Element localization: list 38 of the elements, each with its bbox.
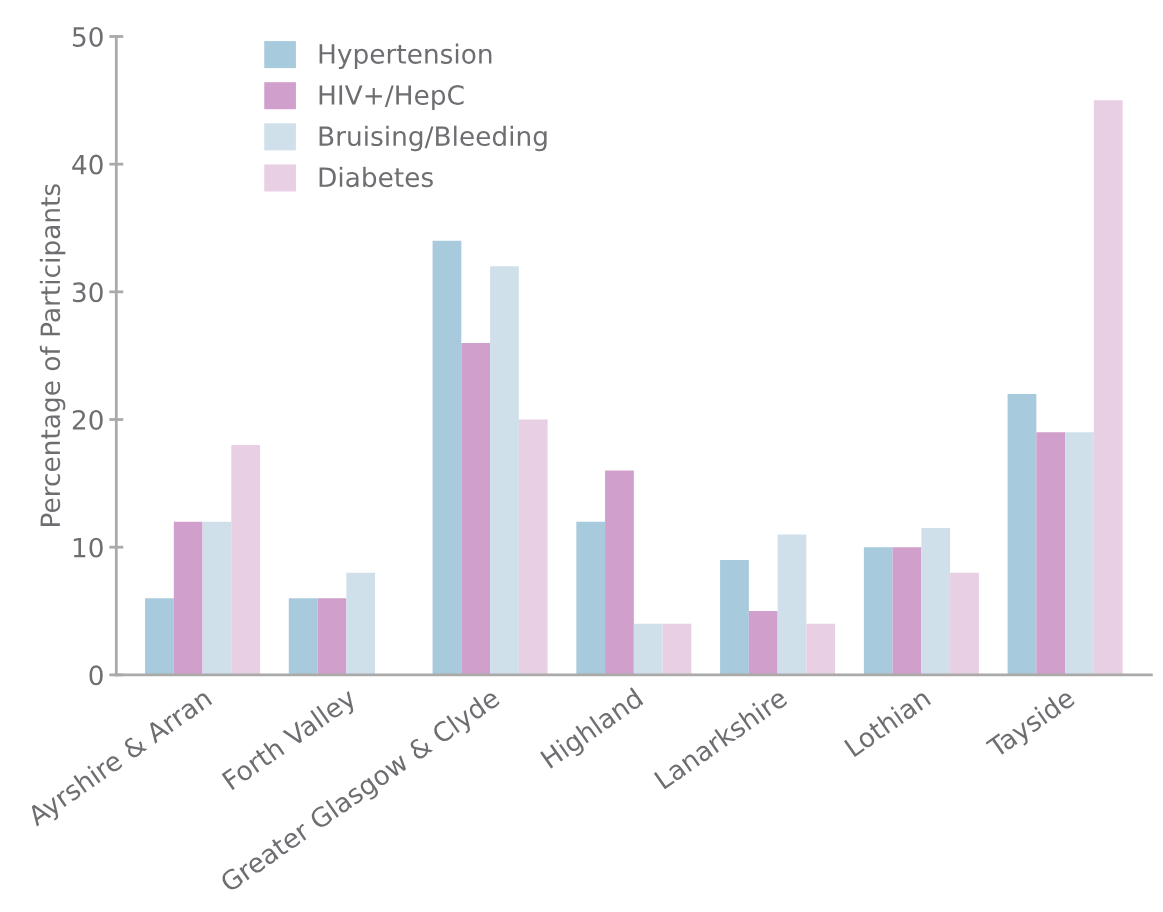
- bar: [950, 572, 979, 675]
- bar: [633, 623, 663, 675]
- bar: [202, 521, 232, 675]
- legend-label: Bruising/Bleeding: [319, 125, 547, 152]
- y-tick-label: 50: [72, 26, 103, 47]
- bar: [432, 240, 462, 675]
- bar: [317, 598, 347, 675]
- y-tick-label: 30: [72, 282, 103, 303]
- bar: [288, 598, 318, 675]
- bar: [461, 342, 491, 675]
- bar: [1007, 393, 1037, 675]
- y-tick-label: 0: [89, 665, 103, 686]
- bar: [346, 572, 376, 675]
- y-tick-label: 20: [72, 409, 103, 430]
- bar: [490, 266, 519, 675]
- bar: [806, 623, 836, 675]
- legend-label: Diabetes: [319, 166, 433, 188]
- y-axis-title: Percentage of Participants: [39, 184, 66, 526]
- legend-label: HIV+/HepC: [319, 85, 464, 111]
- bar: [605, 470, 634, 675]
- bar: [863, 547, 893, 675]
- legend-label: Hypertension: [319, 43, 492, 69]
- bar: [518, 419, 548, 675]
- bar: [231, 445, 261, 675]
- bar: [576, 521, 606, 675]
- bar: [1093, 100, 1123, 675]
- bar: [145, 598, 174, 675]
- y-tick-label: 40: [72, 154, 103, 175]
- bar: [662, 623, 692, 675]
- bar: [892, 547, 922, 675]
- bar: [921, 528, 951, 675]
- y-tick-label: 10: [73, 537, 103, 558]
- bar: [1036, 432, 1066, 675]
- bar: [748, 611, 778, 675]
- bar: [720, 559, 749, 675]
- bar: [173, 521, 203, 675]
- bar: [1065, 432, 1094, 675]
- bar: [777, 534, 807, 675]
